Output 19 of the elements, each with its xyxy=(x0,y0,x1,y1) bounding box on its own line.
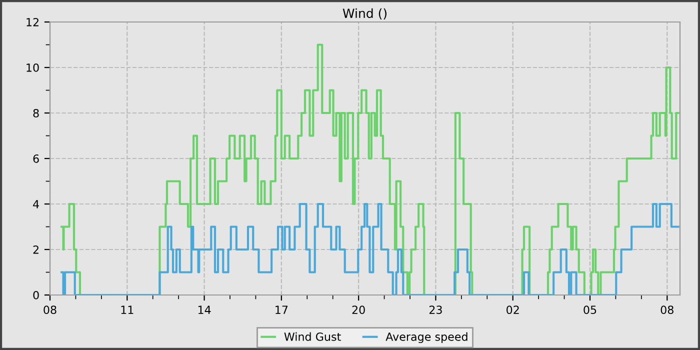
y-tick-label: 0 xyxy=(33,290,39,300)
legend-label: Average speed xyxy=(386,332,468,344)
y-tick-label: 8 xyxy=(33,108,39,118)
y-tick-label: 6 xyxy=(33,154,39,163)
legend-label: Wind Gust xyxy=(284,332,341,341)
x-tick-label: 05 xyxy=(584,306,596,314)
y-tick-label: 12 xyxy=(26,18,38,26)
x-tick-label: 08 xyxy=(44,306,56,314)
y-tick-label: 10 xyxy=(26,63,39,72)
x-tick-label: 20 xyxy=(352,306,365,314)
x-tick-label: 02 xyxy=(506,306,519,314)
x-tick-label: 08 xyxy=(660,306,674,314)
y-tick-label: 4 xyxy=(33,200,39,208)
x-tick-label: 14 xyxy=(198,306,211,314)
x-tick-label: 17 xyxy=(276,306,288,314)
x-tick-label: 23 xyxy=(429,306,442,314)
chart-title: Wind () xyxy=(342,8,386,20)
x-tick-label: 11 xyxy=(121,306,134,314)
y-tick-label: 2 xyxy=(33,245,38,254)
